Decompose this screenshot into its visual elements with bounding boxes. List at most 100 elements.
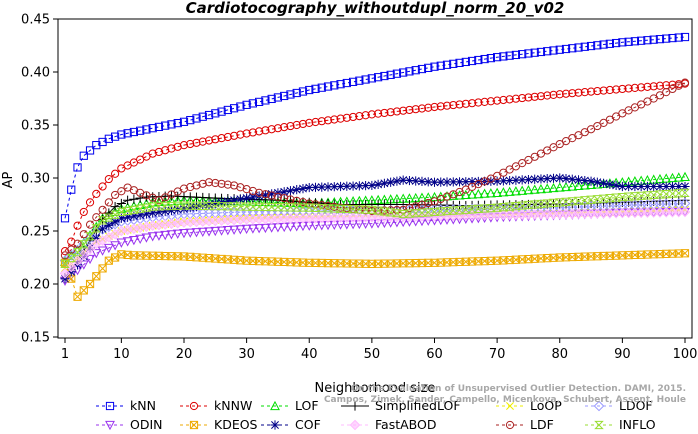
data-point-knn: [618, 38, 627, 47]
legend-item-simplifiedlof: SimplifiedLOF: [341, 398, 461, 413]
data-point-knn: [662, 34, 671, 43]
data-point-knnw: [323, 116, 333, 125]
data-point-knn: [555, 45, 564, 54]
data-point-inflo: [129, 205, 139, 214]
data-point-cof: [586, 176, 596, 186]
data-point-knn: [674, 33, 683, 42]
legend-item-cof: COF: [261, 417, 321, 432]
data-point-cof: [292, 185, 302, 195]
data-point-knn: [85, 146, 95, 155]
data-point-lof: [510, 186, 521, 196]
data-point-knn: [474, 55, 483, 65]
data-point-knnw: [173, 142, 182, 151]
data-point-ldf: [98, 205, 107, 214]
data-point-knnw: [593, 86, 602, 96]
legend-label-inflo: INFLO: [619, 417, 656, 432]
data-point-inflo: [210, 201, 221, 211]
y-tick-label: 0.20: [21, 278, 50, 293]
legend-label-loop: LoOP: [530, 398, 562, 413]
data-point-knn: [380, 71, 389, 81]
data-point-lof: [172, 195, 183, 205]
data-point-knn: [593, 41, 602, 50]
data-point-inflo: [342, 204, 352, 214]
data-point-lof: [498, 187, 509, 197]
data-point-odin: [191, 228, 202, 238]
data-point-knnw: [305, 118, 314, 127]
data-point-knn: [179, 117, 189, 126]
data-point-inflo: [285, 203, 296, 212]
data-point-knnw: [267, 125, 276, 134]
data-point-ldf: [211, 178, 220, 188]
data-point-odin: [254, 224, 265, 234]
data-point-knnw: [586, 87, 596, 96]
data-point-knn: [229, 104, 239, 113]
data-point-lof: [567, 181, 578, 191]
data-point-ldf: [117, 187, 126, 196]
data-point-cof: [285, 186, 296, 196]
data-point-knn: [405, 67, 414, 76]
data-point-knn: [455, 58, 464, 67]
data-point-inflo: [417, 208, 427, 217]
data-point-cof: [624, 181, 634, 192]
data-point-ldf: [593, 121, 602, 131]
legend-marker-lof: [270, 400, 280, 411]
data-point-odin: [166, 230, 177, 240]
data-point-inflo: [467, 205, 477, 214]
data-point-knnw: [555, 90, 564, 99]
data-point-cof: [617, 181, 627, 192]
data-point-lof: [523, 185, 534, 195]
data-point-cof: [592, 177, 602, 187]
data-point-knn: [399, 68, 408, 77]
data-point-cof: [310, 182, 321, 192]
data-point-inflo: [266, 202, 277, 212]
data-point-inflo: [636, 191, 646, 200]
data-point-inflo: [323, 204, 333, 213]
data-point-inflo: [473, 204, 484, 214]
data-point-cof: [642, 181, 653, 192]
data-point-inflo: [673, 189, 684, 198]
data-point-cof: [367, 180, 377, 191]
data-point-fastabod: [65, 261, 77, 273]
data-point-knn: [480, 54, 489, 64]
data-point-knn: [236, 102, 245, 111]
data-point-knnw: [98, 182, 107, 191]
data-point-ldf: [336, 203, 345, 212]
legend-marker-knn: [105, 401, 115, 411]
data-point-cof: [498, 176, 508, 186]
data-point-knnw: [292, 120, 301, 130]
data-point-knn: [668, 33, 677, 43]
data-point-knnw: [248, 128, 257, 137]
data-point-knn: [261, 96, 270, 105]
data-point-ldf: [599, 118, 608, 127]
series-line-knn: [64, 36, 686, 219]
data-point-knnw: [467, 99, 477, 108]
data-point-inflo: [298, 203, 308, 212]
data-point-lof: [260, 196, 271, 207]
data-point-inflo: [248, 202, 258, 211]
data-point-inflo: [191, 201, 202, 210]
data-point-cof: [442, 177, 452, 187]
data-point-inflo: [179, 201, 189, 210]
data-point-cof: [323, 182, 333, 192]
data-point-lof: [272, 197, 283, 207]
data-point-inflo: [486, 204, 496, 213]
legend-label-ldof: LDOF: [619, 398, 653, 413]
data-point-lof: [473, 188, 484, 199]
data-point-ldf: [605, 115, 614, 124]
data-point-lof: [542, 183, 553, 193]
data-point-cof: [354, 181, 364, 191]
legend-item-knn: kNN: [96, 398, 156, 413]
x-tick-label: 70: [489, 347, 506, 362]
data-point-kdeos: [67, 274, 76, 283]
data-point-cof: [429, 177, 440, 187]
data-point-knnw: [198, 137, 207, 146]
data-point-inflo: [567, 197, 578, 206]
data-point-knnw: [624, 84, 633, 93]
data-point-knnw: [342, 113, 351, 122]
legend-marker-odin: [105, 420, 115, 431]
data-point-inflo: [160, 202, 171, 211]
data-point-knnw: [386, 108, 395, 117]
data-point-cof: [348, 181, 358, 191]
data-point-inflo: [617, 192, 628, 202]
data-point-cof: [680, 181, 690, 192]
